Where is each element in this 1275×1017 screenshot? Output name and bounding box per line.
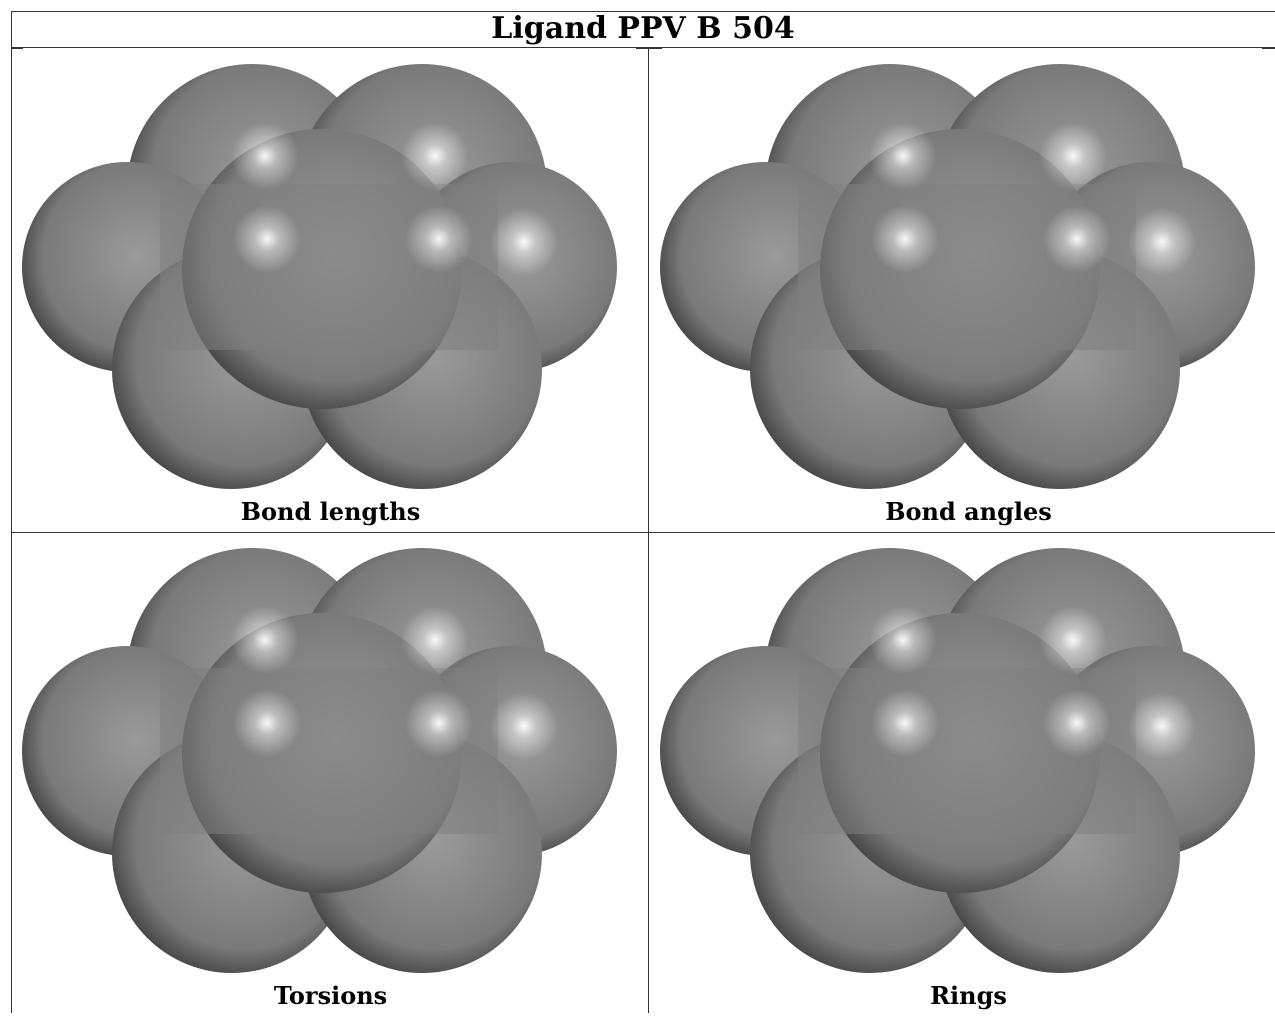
specular-highlight — [871, 205, 939, 273]
panel-bond-angles: Bond angles — [650, 49, 1275, 533]
specular-highlight — [869, 122, 937, 190]
specular-highlight — [490, 692, 558, 760]
face-right — [330, 184, 498, 350]
face-left — [160, 668, 330, 834]
panel-caption: Bond lengths — [240, 497, 421, 526]
molecule-image — [22, 64, 617, 489]
panel-caption: Bond angles — [885, 497, 1052, 526]
molecule-image — [22, 548, 617, 973]
specular-highlight — [1128, 692, 1196, 760]
panel-caption: Torsions — [273, 981, 388, 1010]
specular-highlight — [1039, 122, 1107, 190]
specular-highlight — [233, 689, 301, 757]
specular-highlight — [405, 205, 473, 273]
specular-highlight — [405, 689, 473, 757]
panel-caption: Rings — [930, 981, 1007, 1010]
face-left — [160, 184, 330, 350]
specular-highlight — [231, 606, 299, 674]
panel-bond-lengths: Bond lengths — [12, 49, 649, 533]
specular-highlight — [1043, 205, 1111, 273]
face-right — [968, 184, 1136, 350]
specular-highlight — [1128, 208, 1196, 276]
table-frame — [11, 11, 1275, 1013]
specular-highlight — [401, 122, 469, 190]
specular-highlight — [869, 606, 937, 674]
tick-mark — [636, 532, 662, 533]
face-left — [798, 668, 968, 834]
panel-torsions: Torsions — [12, 533, 649, 1017]
specular-highlight — [401, 606, 469, 674]
molecule-image — [660, 64, 1255, 489]
tick-mark — [1262, 48, 1275, 49]
column-divider — [648, 48, 649, 1013]
page-title: Ligand PPV B 504 — [11, 11, 1275, 48]
face-left — [798, 184, 968, 350]
face-right — [330, 668, 498, 834]
specular-highlight — [1043, 689, 1111, 757]
tick-mark — [11, 48, 23, 49]
specular-highlight — [1039, 606, 1107, 674]
molecule-image — [660, 548, 1255, 973]
tick-mark — [636, 48, 662, 49]
specular-highlight — [871, 689, 939, 757]
specular-highlight — [233, 205, 301, 273]
face-right — [968, 668, 1136, 834]
specular-highlight — [490, 208, 558, 276]
specular-highlight — [231, 122, 299, 190]
panel-rings: Rings — [650, 533, 1275, 1017]
